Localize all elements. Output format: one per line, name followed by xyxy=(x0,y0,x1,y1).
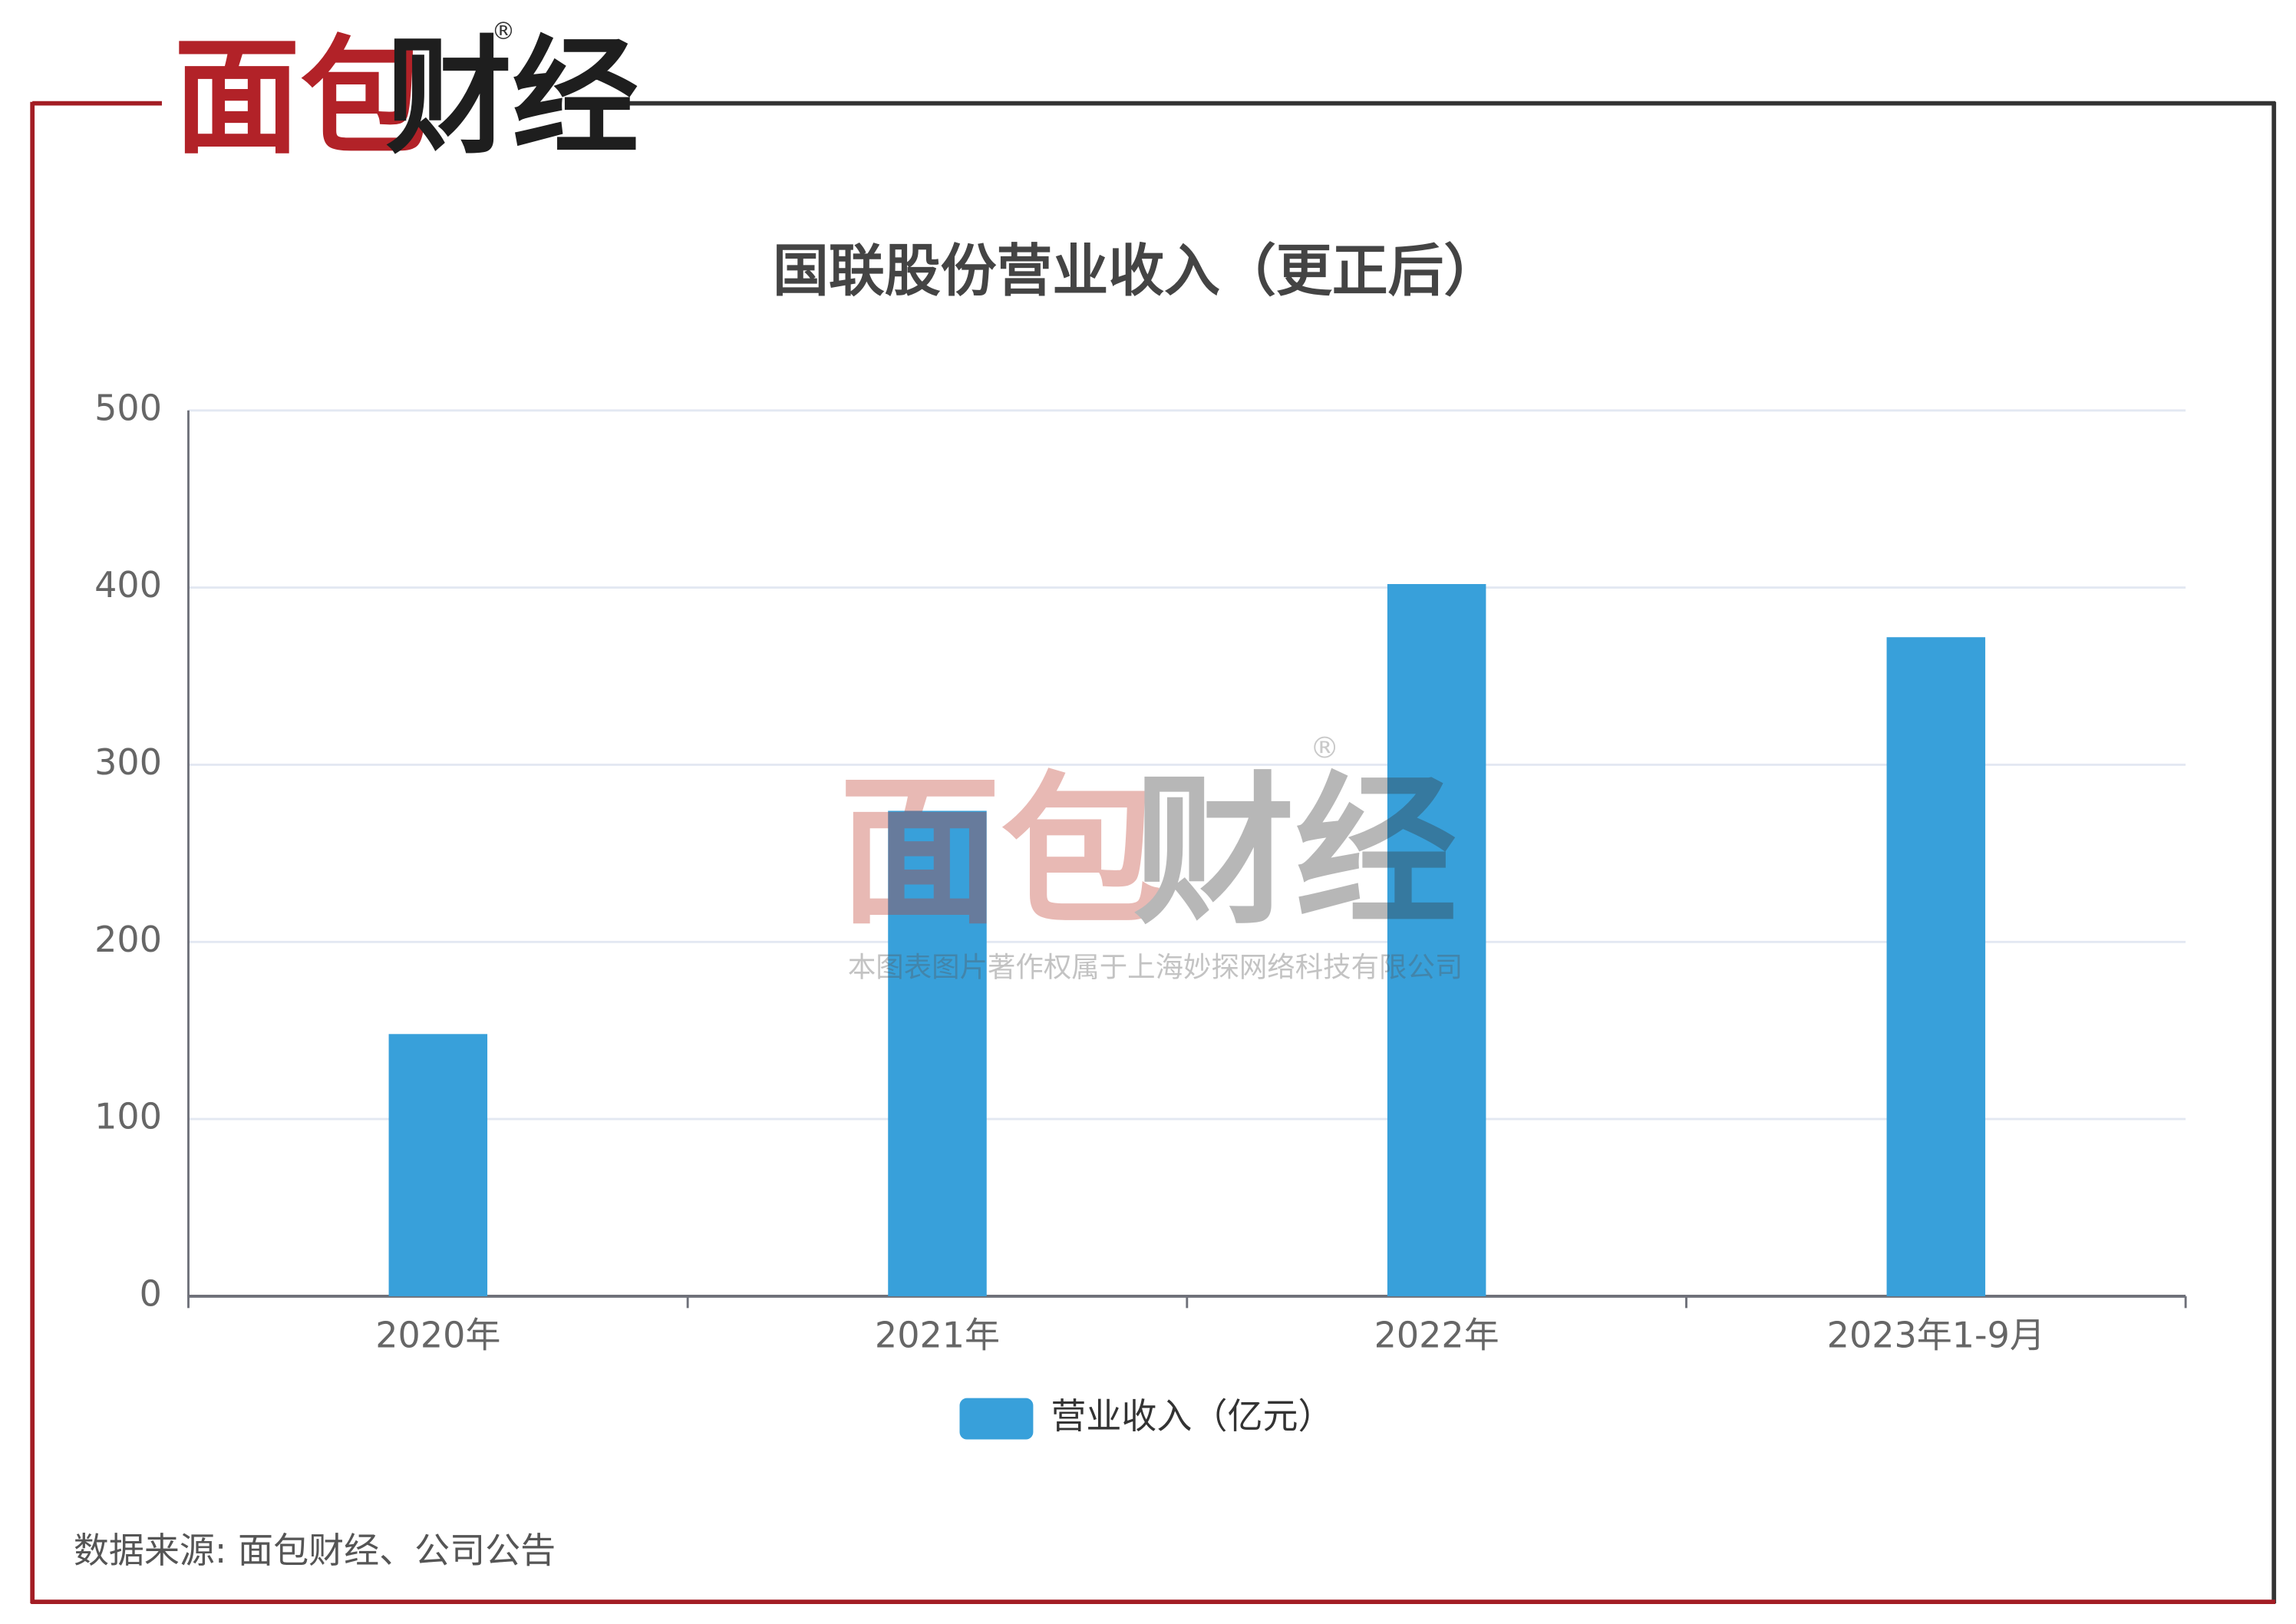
watermark-text: 本图表图片著作权属于上海妙探网络科技有限公司 xyxy=(848,950,1463,983)
y-tick-label: 200 xyxy=(94,919,162,960)
logo-mark: ® xyxy=(492,18,516,45)
watermark-mark: ® xyxy=(1310,731,1339,766)
y-tick-label: 400 xyxy=(94,564,162,606)
y-tick-label: 100 xyxy=(94,1096,162,1137)
watermark: 面包 财经 ® 本图表图片著作权属于上海妙探网络科技有限公司 xyxy=(839,731,1463,984)
y-tick-label: 0 xyxy=(140,1272,162,1314)
chart-title: 国联股份营业收入（更正后） xyxy=(773,239,1499,304)
bar xyxy=(1387,583,1486,1296)
legend-swatch xyxy=(959,1398,1034,1440)
legend-label: 营业收入（亿元） xyxy=(1051,1395,1333,1437)
logo-red: 面包 xyxy=(173,24,427,171)
bar xyxy=(1886,637,1986,1296)
watermark-logo-red: 面包 xyxy=(839,758,1163,946)
bar xyxy=(888,810,987,1296)
x-tick-label: 2021年 xyxy=(875,1314,1000,1355)
y-tick-label: 500 xyxy=(94,387,162,428)
source: 数据来源: 面包财经、公司公告 xyxy=(74,1530,556,1571)
x-tick-label: 2022年 xyxy=(1374,1314,1499,1355)
plot: 0 100 200 300 400 500 2020年 2021年 2022年 2023年1-9月… xyxy=(94,387,2187,1440)
y-tick-label: 300 xyxy=(94,741,162,783)
logo-dark: 财经 xyxy=(386,24,639,171)
x-tick-label: 2023年1-9月 xyxy=(1827,1314,2045,1355)
watermark-logo-dark: 财经 xyxy=(1133,758,1457,946)
x-tick-label: 2020年 xyxy=(375,1314,500,1355)
bar xyxy=(388,1034,488,1296)
